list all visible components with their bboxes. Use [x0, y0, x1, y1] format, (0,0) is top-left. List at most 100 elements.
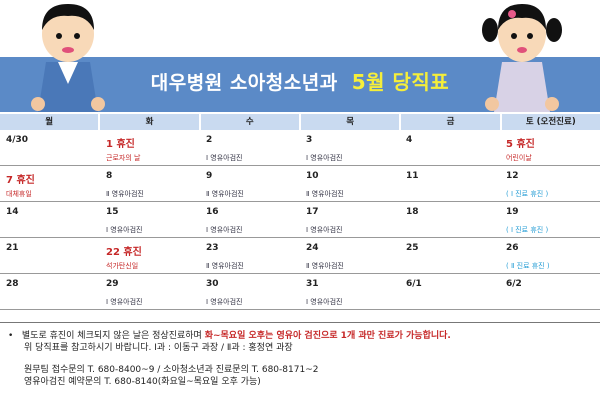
- day-cell: 26 ( Ⅱ 진료 휴진 ): [500, 238, 600, 273]
- weekday-3: 목: [301, 114, 402, 130]
- divider: [0, 322, 600, 323]
- day-note: Ⅱ 영유아검진: [306, 262, 344, 270]
- page-title: 대우병원 소아청소년과 5월 당직표: [0, 66, 600, 95]
- day-cell: 25: [400, 238, 500, 273]
- day-date: 6/2: [506, 279, 522, 289]
- day-note: ( Ⅰ 진료 휴진 ): [506, 226, 549, 234]
- day-note: 대체휴일: [6, 190, 32, 198]
- bullet: •: [8, 331, 14, 341]
- day-cell: 23 Ⅱ 영유아검진: [200, 238, 300, 273]
- day-cell: 6/1: [400, 274, 500, 309]
- day-cell: 8 Ⅱ 영유아검진: [100, 166, 200, 201]
- week-row: 7 휴진 대체휴일 8 Ⅱ 영유아검진 9 Ⅱ 영유아검진 10 Ⅱ 영유아검진 11 12 ( Ⅰ…: [0, 166, 600, 202]
- day-note: Ⅰ 영유아검진: [206, 154, 243, 162]
- day-date: 28: [6, 279, 19, 289]
- day-date: 25: [406, 243, 419, 253]
- weekday-2: 수: [201, 114, 301, 130]
- day-date: 4: [406, 135, 413, 145]
- day-date: 24: [306, 243, 319, 253]
- day-cell: 19 ( Ⅰ 진료 휴진 ): [500, 202, 600, 237]
- day-cell: 28: [0, 274, 100, 309]
- day-cell: 15 Ⅰ 영유아검진: [100, 202, 200, 237]
- boy-illustration: [31, 4, 105, 112]
- weekday-1: 화: [100, 114, 201, 130]
- day-cell: 31 Ⅰ 영유아검진: [300, 274, 400, 309]
- day-date: 19: [506, 207, 519, 217]
- day-date: 18: [406, 207, 419, 217]
- day-date: 23: [206, 243, 219, 253]
- day-date: 8: [106, 171, 113, 181]
- day-note: Ⅰ 영유아검진: [206, 298, 243, 306]
- contact-line1: 원무팀 접수문의 T. 680-8400~9 / 소아청소년과 진료문의 T. …: [24, 365, 319, 375]
- day-cell: 11: [400, 166, 500, 201]
- day-cell: 24 Ⅱ 영유아검진: [300, 238, 400, 273]
- day-note: Ⅰ 영유아검진: [106, 226, 143, 234]
- day-date: 2: [206, 135, 213, 145]
- day-note: Ⅰ 영유아검진: [306, 226, 343, 234]
- day-note: Ⅰ 영유아검진: [206, 226, 243, 234]
- day-note: 석가탄신일: [106, 262, 139, 270]
- day-date: 16: [206, 207, 219, 217]
- day-note: 어린이날: [506, 154, 532, 162]
- footer-notes: • 별도로 휴진이 체크되지 않은 날은 정상진료하며 화~목요일 오후는 영유…: [8, 330, 451, 388]
- note-line1-emphasis: 화~목요일 오후는 영유아 검진으로 1개 과만 진료가 가능합니다.: [204, 331, 451, 341]
- note-line1: 별도로 휴진이 체크되지 않은 날은 정상진료하며: [21, 331, 205, 341]
- day-date: 7 휴진: [6, 175, 35, 186]
- day-cell: 10 Ⅱ 영유아검진: [300, 166, 400, 201]
- day-cell: 12 ( Ⅰ 진료 휴진 ): [500, 166, 600, 201]
- day-cell: 3 Ⅰ 영유아검진: [300, 130, 400, 165]
- day-date: 21: [6, 243, 19, 253]
- week-row: 14 15 Ⅰ 영유아검진 16 Ⅰ 영유아검진 17 Ⅰ 영유아검진 18 19 ( Ⅰ 진료 …: [0, 202, 600, 238]
- day-date: 30: [206, 279, 219, 289]
- day-date: 22 휴진: [106, 247, 142, 258]
- day-cell: 4: [400, 130, 500, 165]
- day-cell: 2 Ⅰ 영유아검진: [200, 130, 300, 165]
- day-date: 29: [106, 279, 119, 289]
- day-note: Ⅰ 영유아검진: [306, 154, 343, 162]
- day-note: 근로자의 날: [106, 154, 141, 162]
- day-cell: 17 Ⅰ 영유아검진: [300, 202, 400, 237]
- day-note: Ⅰ 영유아검진: [106, 298, 143, 306]
- day-cell: 9 Ⅱ 영유아검진: [200, 166, 300, 201]
- day-date: 4/30: [6, 135, 29, 145]
- day-date: 1 휴진: [106, 139, 135, 150]
- day-date: 14: [6, 207, 19, 217]
- title-highlight: 5월 당직표: [351, 70, 450, 94]
- day-date: 31: [306, 279, 319, 289]
- day-date: 3: [306, 135, 313, 145]
- day-cell: 18: [400, 202, 500, 237]
- weekday-4: 금: [401, 114, 502, 130]
- day-note: Ⅱ 영유아검진: [206, 262, 244, 270]
- day-date: 26: [506, 243, 519, 253]
- day-cell: 6/2: [500, 274, 600, 309]
- day-note: Ⅱ 영유아검진: [106, 190, 144, 198]
- weekday-5: 토 (오전진료): [525, 117, 576, 127]
- day-date: 6/1: [406, 279, 422, 289]
- day-date: 9: [206, 171, 213, 181]
- day-note: Ⅰ 영유아검진: [306, 298, 343, 306]
- day-cell: 4/30: [0, 130, 100, 165]
- title-main: 대우병원 소아청소년과: [150, 72, 338, 94]
- weekday-0: 월: [0, 114, 101, 130]
- day-note: ( Ⅱ 진료 휴진 ): [506, 262, 550, 270]
- day-note: Ⅱ 영유아검진: [206, 190, 244, 198]
- day-date: 11: [406, 171, 419, 181]
- day-note: ( Ⅰ 진료 휴진 ): [506, 190, 549, 198]
- week-row: 28 29 Ⅰ 영유아검진 30 Ⅰ 영유아검진 31 Ⅰ 영유아검진 6/1 6/2: [0, 274, 600, 310]
- girl-illustration: [482, 4, 562, 112]
- day-cell: 16 Ⅰ 영유아검진: [200, 202, 300, 237]
- day-cell: 14: [0, 202, 100, 237]
- day-date: 10: [306, 171, 319, 181]
- day-cell: 29 Ⅰ 영유아검진: [100, 274, 200, 309]
- day-date: 17: [306, 207, 319, 217]
- day-date: 12: [506, 171, 519, 181]
- day-date: 5 휴진: [506, 139, 535, 150]
